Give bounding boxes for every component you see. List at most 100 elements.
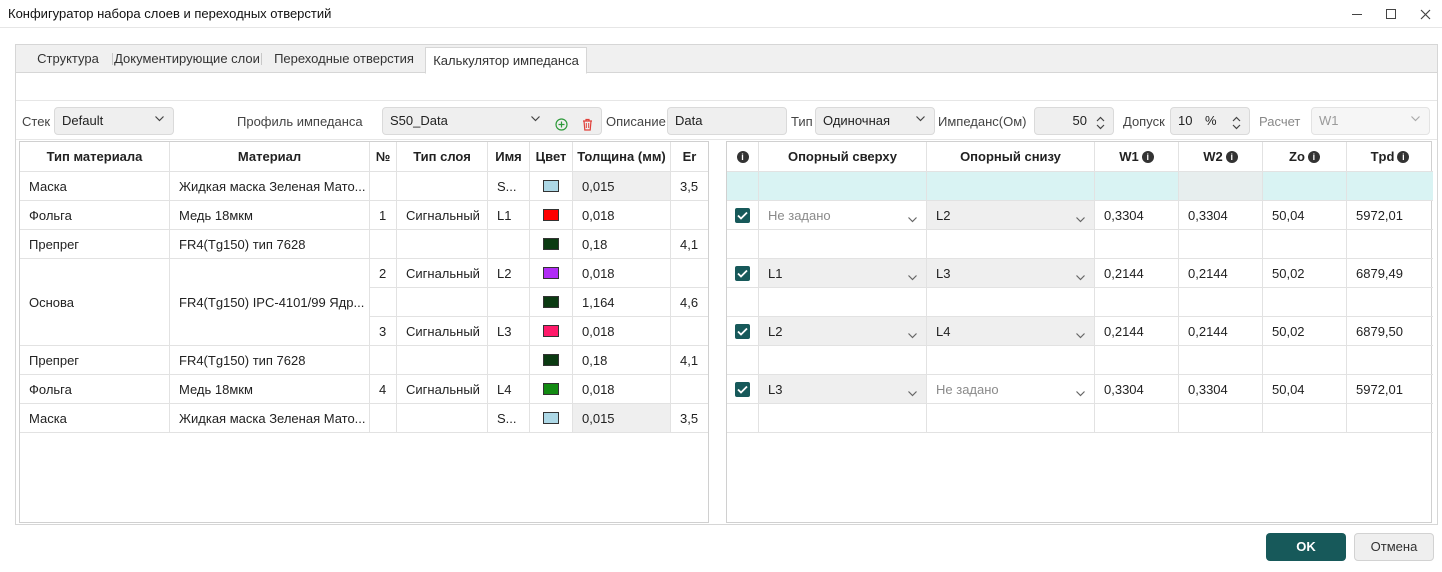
cell-number[interactable] (370, 346, 397, 375)
spin-arrows-icon[interactable] (1096, 113, 1105, 139)
cell-tpd[interactable]: 5972,01 (1347, 375, 1433, 404)
impedance-spinbox[interactable]: 50 (1034, 107, 1114, 135)
ref-bottom-select[interactable]: Не задано (927, 375, 1095, 404)
cell-thickness[interactable]: 0,18 (573, 230, 671, 259)
cell-name[interactable]: S... (488, 172, 530, 201)
cell-tpd[interactable]: 5972,01 (1347, 201, 1433, 230)
table-row[interactable]: Препрег FR4(Tg150) тип 7628 0,18 4,1 (20, 346, 708, 375)
minimize-icon[interactable] (1340, 0, 1374, 28)
color-swatch[interactable] (543, 412, 559, 424)
color-swatch[interactable] (543, 238, 559, 250)
cell-material-type[interactable]: Препрег (20, 230, 170, 259)
cell-w1[interactable]: 0,2144 (1095, 259, 1179, 288)
spin-arrows-icon[interactable] (1232, 113, 1241, 139)
cell-er[interactable]: 4,1 (671, 346, 708, 375)
cell-number[interactable] (370, 172, 397, 201)
cell-color[interactable] (530, 172, 573, 201)
cell-w2[interactable]: 0,2144 (1179, 259, 1263, 288)
table-row[interactable]: Не задано L2 0,3304 0,3304 50,04 5972,01 (727, 201, 1433, 230)
color-swatch[interactable] (543, 354, 559, 366)
cell-material-type[interactable]: Препрег (20, 346, 170, 375)
table-row[interactable]: Маска Жидкая маска Зеленая Мато... S... 0,0… (20, 404, 708, 433)
description-input[interactable]: Data (667, 107, 787, 135)
ref-top-select[interactable]: Не задано (759, 201, 927, 230)
cell-color[interactable] (530, 201, 573, 230)
info-icon[interactable]: i (1307, 150, 1320, 163)
cell-color[interactable] (530, 346, 573, 375)
checkbox-checked-icon[interactable] (735, 207, 750, 223)
color-swatch[interactable] (543, 209, 559, 221)
cell-material-type[interactable]: Фольга (20, 375, 170, 404)
cell-er[interactable] (671, 317, 708, 346)
cell-er[interactable] (671, 201, 708, 230)
ref-top-select[interactable]: L2 (759, 317, 927, 346)
cell-layer-type[interactable]: Сигнальный (397, 201, 488, 230)
ref-bottom-select[interactable]: L4 (927, 317, 1095, 346)
stack-select[interactable]: Default (54, 107, 174, 135)
cell-number[interactable]: 1 (370, 201, 397, 230)
merged-core-material[interactable]: FR4(Tg150) IPC-4101/99 Ядр... (170, 259, 370, 346)
cell-name[interactable]: L3 (488, 317, 530, 346)
table-row[interactable]: L1 L3 0,2144 0,2144 50,02 6879,49 (727, 259, 1433, 288)
cell-material[interactable]: FR4(Tg150) тип 7628 (170, 346, 370, 375)
cell-er[interactable] (671, 259, 708, 288)
cell-number[interactable] (370, 404, 397, 433)
cancel-button[interactable]: Отмена (1354, 533, 1434, 561)
cell-layer-type[interactable] (397, 346, 488, 375)
row-checkbox[interactable] (727, 201, 759, 230)
table-row[interactable]: L3 Не задано 0,3304 0,3304 50,04 5972,01 (727, 375, 1433, 404)
cell-material-type[interactable]: Маска (20, 172, 170, 201)
info-icon[interactable]: i (1225, 150, 1238, 163)
cell-name[interactable]: L2 (488, 259, 530, 288)
checkbox-checked-icon[interactable] (735, 265, 750, 281)
cell-er[interactable] (671, 375, 708, 404)
type-select[interactable]: Одиночная (815, 107, 935, 135)
cell-er[interactable]: 3,5 (671, 172, 708, 201)
ref-top-select[interactable]: L1 (759, 259, 927, 288)
cell-layer-type[interactable] (397, 172, 488, 201)
cell-layer-type[interactable]: Сигнальный (397, 317, 488, 346)
cell-zo[interactable]: 50,02 (1263, 259, 1347, 288)
ref-bottom-select[interactable]: L2 (927, 201, 1095, 230)
cell-er[interactable]: 4,6 (671, 288, 708, 317)
table-row[interactable]: Фольга Медь 18мкм 4 Сигнальный L4 0,018 (20, 375, 708, 404)
table-row[interactable]: 2 Сигнальный L2 0,018 (20, 259, 708, 288)
ref-top-select[interactable]: L3 (759, 375, 927, 404)
merged-core-type[interactable]: Основа (20, 259, 170, 346)
cell-number[interactable] (370, 230, 397, 259)
cell-number[interactable] (370, 288, 397, 317)
cell-w1[interactable]: 0,3304 (1095, 375, 1179, 404)
table-row[interactable]: Фольга Медь 18мкм 1 Сигнальный L1 0,018 (20, 201, 708, 230)
cell-tpd[interactable]: 6879,50 (1347, 317, 1433, 346)
cell-layer-type[interactable] (397, 404, 488, 433)
tab-documentation-layers[interactable]: Документирующие слои (114, 51, 260, 66)
cell-w1[interactable]: 0,2144 (1095, 317, 1179, 346)
color-swatch[interactable] (543, 383, 559, 395)
cell-material[interactable]: Медь 18мкм (170, 375, 370, 404)
cell-material[interactable]: Медь 18мкм (170, 201, 370, 230)
checkbox-checked-icon[interactable] (735, 381, 750, 397)
checkbox-checked-icon[interactable] (735, 323, 750, 339)
cell-material[interactable]: Жидкая маска Зеленая Мато... (170, 172, 370, 201)
cell-w1[interactable]: 0,3304 (1095, 201, 1179, 230)
cell-name[interactable] (488, 346, 530, 375)
tab-vias[interactable]: Переходные отверстия (274, 51, 414, 66)
row-checkbox[interactable] (727, 259, 759, 288)
close-icon[interactable] (1408, 0, 1442, 28)
cell-layer-type[interactable]: Сигнальный (397, 259, 488, 288)
cell-material[interactable]: FR4(Tg150) тип 7628 (170, 230, 370, 259)
cell-layer-type[interactable] (397, 230, 488, 259)
delete-profile-icon[interactable] (582, 114, 593, 140)
cell-zo[interactable]: 50,04 (1263, 375, 1347, 404)
tab-structure[interactable]: Структура (37, 51, 99, 66)
cell-layer-type[interactable] (397, 288, 488, 317)
cell-thickness[interactable]: 1,164 (573, 288, 671, 317)
profile-select[interactable]: S50_Data (382, 107, 602, 135)
cell-material[interactable]: Жидкая маска Зеленая Мато... (170, 404, 370, 433)
cell-thickness[interactable]: 0,015 (573, 172, 671, 201)
cell-zo[interactable]: 50,02 (1263, 317, 1347, 346)
cell-material-type[interactable]: Фольга (20, 201, 170, 230)
cell-number[interactable]: 2 (370, 259, 397, 288)
row-checkbox[interactable] (727, 375, 759, 404)
color-swatch[interactable] (543, 180, 559, 192)
